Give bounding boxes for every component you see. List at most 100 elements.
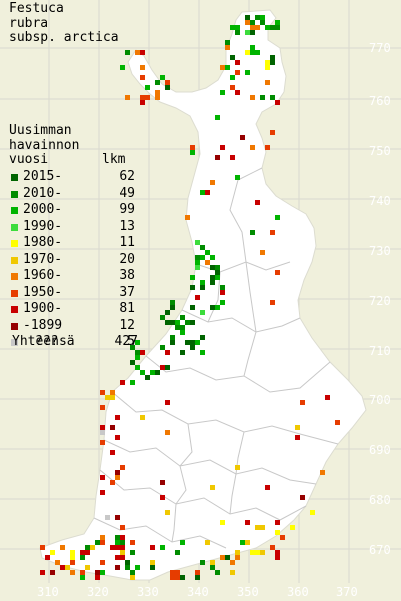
occurrence-marker	[45, 555, 50, 560]
occurrence-marker	[95, 540, 100, 545]
y-tick-label: 750	[369, 144, 391, 158]
occurrence-marker	[195, 265, 200, 270]
occurrence-marker	[200, 190, 205, 195]
occurrence-marker	[190, 340, 195, 345]
occurrence-marker	[250, 20, 255, 25]
occurrence-marker	[210, 560, 215, 565]
occurrence-marker	[200, 560, 205, 565]
occurrence-marker	[80, 570, 85, 575]
occurrence-marker	[50, 550, 55, 555]
occurrence-marker	[110, 390, 115, 395]
y-tick-label: 740	[369, 194, 391, 208]
occurrence-marker	[85, 550, 90, 555]
occurrence-marker	[175, 550, 180, 555]
legend-swatch	[11, 174, 18, 181]
occurrence-marker	[230, 55, 235, 60]
occurrence-marker	[195, 240, 200, 245]
occurrence-marker	[205, 190, 210, 195]
occurrence-marker	[255, 50, 260, 55]
occurrence-marker	[230, 560, 235, 565]
occurrence-marker	[170, 300, 175, 305]
occurrence-marker	[110, 450, 115, 455]
occurrence-marker	[140, 50, 145, 55]
occurrence-marker	[190, 275, 195, 280]
occurrence-marker	[155, 95, 160, 100]
title-line-species: rubra	[9, 15, 49, 31]
y-tick-label: 730	[369, 244, 391, 258]
occurrence-marker	[160, 345, 165, 350]
occurrence-marker	[210, 485, 215, 490]
occurrence-marker	[175, 575, 180, 580]
occurrence-marker	[95, 575, 100, 580]
occurrence-marker	[140, 370, 145, 375]
title-line-genus: Festuca	[9, 1, 64, 16]
occurrence-marker	[160, 480, 165, 485]
occurrence-marker	[115, 470, 120, 475]
x-tick-label: 350	[237, 585, 259, 599]
occurrence-marker	[250, 45, 255, 50]
finland-landmass	[39, 9, 367, 581]
occurrence-marker	[180, 330, 185, 335]
occurrence-marker	[100, 430, 105, 435]
occurrence-marker	[120, 540, 125, 545]
occurrence-marker	[225, 555, 230, 560]
occurrence-marker	[250, 95, 255, 100]
occurrence-marker	[210, 265, 215, 270]
occurrence-marker	[295, 425, 300, 430]
occurrence-marker	[205, 250, 210, 255]
occurrence-marker	[165, 350, 170, 355]
occurrence-marker	[130, 570, 135, 575]
occurrence-marker	[115, 515, 120, 520]
occurrence-marker	[115, 415, 120, 420]
x-tick-label: 310	[37, 585, 59, 599]
occurrence-marker	[235, 25, 240, 30]
legend-swatch	[11, 306, 18, 313]
legend-total: Yhteensä 427	[12, 334, 138, 349]
occurrence-marker	[100, 540, 105, 545]
occurrence-marker	[190, 345, 195, 350]
occurrence-marker	[185, 215, 190, 220]
legend-heading-line-1: Uusimman	[9, 123, 72, 138]
occurrence-marker	[180, 575, 185, 580]
occurrence-marker	[175, 325, 180, 330]
occurrence-marker	[100, 490, 105, 495]
occurrence-marker	[145, 85, 150, 90]
occurrence-marker	[110, 425, 115, 430]
occurrence-marker	[120, 535, 125, 540]
y-tick-label: 700	[369, 393, 391, 407]
occurrence-marker	[200, 245, 205, 250]
occurrence-marker	[125, 565, 130, 570]
occurrence-marker	[210, 565, 215, 570]
occurrence-marker	[230, 570, 235, 575]
occurrence-marker	[80, 550, 85, 555]
occurrence-marker	[185, 340, 190, 345]
occurrence-marker	[125, 50, 130, 55]
occurrence-marker	[130, 360, 135, 365]
legend-count: 20	[119, 251, 135, 267]
occurrence-marker	[260, 20, 265, 25]
occurrence-marker	[135, 565, 140, 570]
occurrence-marker	[230, 155, 235, 160]
legend-swatch	[11, 273, 18, 280]
occurrence-marker	[265, 25, 270, 30]
occurrence-marker	[100, 425, 105, 430]
occurrence-marker	[135, 355, 140, 360]
occurrence-marker	[215, 265, 220, 270]
occurrence-marker	[155, 90, 160, 95]
occurrence-marker	[270, 130, 275, 135]
occurrence-marker	[110, 480, 115, 485]
occurrence-marker	[180, 315, 185, 320]
occurrence-marker	[300, 495, 305, 500]
x-tick-label: 330	[137, 585, 159, 599]
legend-count: 11	[119, 235, 135, 250]
legend-swatch	[11, 223, 18, 231]
occurrence-marker	[230, 75, 235, 80]
occurrence-marker	[265, 145, 270, 150]
occurrence-marker	[165, 320, 170, 325]
occurrence-marker	[95, 570, 100, 575]
occurrence-marker	[115, 555, 120, 560]
occurrence-marker	[80, 555, 85, 560]
occurrence-marker	[200, 335, 205, 340]
occurrence-marker	[165, 510, 170, 515]
occurrence-marker	[135, 50, 140, 55]
